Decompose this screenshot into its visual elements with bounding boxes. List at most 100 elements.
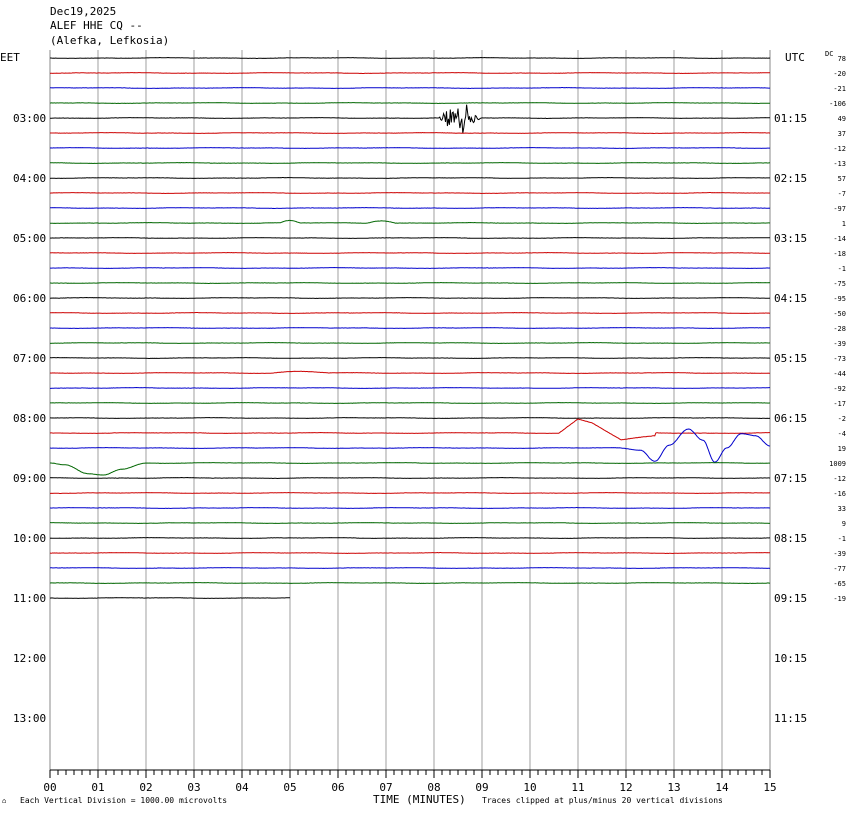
right-hour-label: 03:15	[774, 232, 807, 245]
dc-offset-label: 19	[838, 445, 846, 453]
dc-offset-label: -44	[833, 370, 846, 378]
left-hour-label: 09:00	[13, 472, 46, 485]
seismic-trace	[49, 476, 771, 480]
dc-offset-label: -39	[833, 550, 846, 558]
dc-offset-label: -13	[833, 160, 846, 168]
left-hour-labels: 03:00 04:00 05:00 06:00 07:00 08:00 09:00 10:00…	[13, 112, 46, 725]
right-hour-labels: 01:15 02:15 03:15 04:15 05:15 06:15 07:15 08:15…	[774, 112, 807, 725]
dc-offset-label: -65	[833, 580, 846, 588]
seismic-trace	[50, 507, 771, 510]
dc-offset-label: -17	[833, 400, 846, 408]
dc-offset-label: 1	[842, 220, 846, 228]
left-hour-label: 13:00	[13, 712, 46, 725]
seismic-trace	[50, 401, 770, 405]
dc-header-label: DC	[825, 50, 833, 58]
x-tick-label: 06	[331, 781, 344, 794]
seismic-trace	[49, 597, 290, 599]
logo-icon: ⌂	[2, 797, 6, 805]
left-hour-label: 05:00	[13, 232, 46, 245]
seismic-trace	[50, 386, 770, 389]
right-hour-label: 06:15	[774, 412, 807, 425]
dc-offset-label: -19	[833, 595, 846, 603]
seismic-trace	[50, 56, 771, 59]
seismic-trace	[49, 236, 771, 240]
dc-offset-label: -4	[838, 430, 846, 438]
seismic-trace	[49, 551, 771, 555]
dc-offset-label: 1009	[829, 460, 846, 468]
dc-offset-label: -39	[833, 340, 846, 348]
seismic-trace	[50, 266, 771, 270]
dc-offset-label: -106	[829, 100, 846, 108]
seismic-traces	[49, 56, 771, 599]
x-tick-label: 14	[715, 781, 729, 794]
seismic-trace	[50, 281, 771, 284]
seismic-trace	[49, 341, 771, 345]
x-tick-label: 01	[91, 781, 104, 794]
seismic-trace	[49, 296, 771, 300]
left-hour-label: 03:00	[13, 112, 46, 125]
right-hour-label: 07:15	[774, 472, 807, 485]
seismic-trace	[49, 567, 771, 570]
seismic-trace	[49, 581, 770, 585]
dc-offset-label: -2	[838, 415, 846, 423]
dc-offset-label: 9	[842, 520, 846, 528]
seismic-trace	[50, 104, 770, 134]
left-hour-label: 12:00	[13, 652, 46, 665]
clipping-note: Traces clipped at plus/minus 20 vertical…	[482, 796, 723, 805]
time-gridlines	[49, 50, 771, 770]
seismic-trace	[49, 356, 770, 360]
right-hour-label: 08:15	[774, 532, 807, 545]
x-tick-label: 09	[475, 781, 488, 794]
dc-offset-label: -28	[833, 325, 846, 333]
dc-offset-label: -97	[833, 205, 846, 213]
x-axis: 00 01 02 03 04 05 06 07 08 09 10 11 12 13 14 15	[43, 769, 777, 794]
x-tick-label: 08	[427, 781, 440, 794]
dc-offset-label: -12	[833, 475, 846, 483]
dc-offset-label: -73	[833, 355, 846, 363]
seismic-trace	[49, 327, 771, 330]
dc-offset-label: 33	[838, 505, 846, 513]
seismic-trace	[49, 251, 770, 254]
right-hour-label: 09:15	[774, 592, 807, 605]
dc-offset-label: -20	[833, 70, 846, 78]
dc-offset-labels: 78 -20 -21 -106 49 37 -12 -13 57 -7 -97 1 -14 -18 -1 -7…	[829, 55, 846, 603]
left-hour-label: 06:00	[13, 292, 46, 305]
x-tick-label: 10	[523, 781, 536, 794]
dc-offset-label: -7	[838, 190, 846, 198]
plot-date: Dec19,2025	[50, 5, 117, 18]
vertical-division-note: Each Vertical Division = 1000.00 microvo…	[20, 796, 227, 805]
dc-offset-label: 37	[838, 130, 846, 138]
x-axis-title: TIME (MINUTES)	[373, 793, 466, 806]
seismic-trace	[50, 416, 771, 420]
seismic-trace	[49, 176, 770, 179]
seismic-trace	[50, 522, 771, 525]
station-location: (Alefka, Lefkosia)	[50, 34, 170, 47]
right-hour-label: 10:15	[774, 652, 807, 665]
seismic-trace	[50, 101, 771, 105]
dc-offset-label: 49	[838, 115, 846, 123]
right-hour-label: 02:15	[774, 172, 807, 185]
seismic-trace	[49, 72, 771, 75]
x-tick-label: 03	[187, 781, 200, 794]
right-hour-label: 11:15	[774, 712, 807, 725]
seismic-trace	[49, 192, 771, 195]
left-hour-label: 11:00	[13, 592, 46, 605]
x-tick-label: 15	[763, 781, 776, 794]
dc-offset-label: -12	[833, 145, 846, 153]
dc-offset-label: 78	[838, 55, 846, 63]
dc-offset-label: 57	[838, 175, 846, 183]
dc-offset-label: -75	[833, 280, 846, 288]
seismic-trace	[50, 131, 771, 135]
station-code: ALEF HHE CQ --	[50, 19, 143, 32]
seismic-trace	[50, 161, 771, 165]
dc-offset-label: -21	[833, 85, 846, 93]
dc-offset-label: -18	[833, 250, 846, 258]
x-tick-label: 07	[379, 781, 392, 794]
dc-offset-label: -77	[833, 565, 846, 573]
left-hour-label: 10:00	[13, 532, 46, 545]
seismic-trace	[50, 206, 771, 210]
dc-offset-label: -95	[833, 295, 846, 303]
seismic-trace	[49, 311, 771, 314]
x-tick-label: 11	[571, 781, 584, 794]
